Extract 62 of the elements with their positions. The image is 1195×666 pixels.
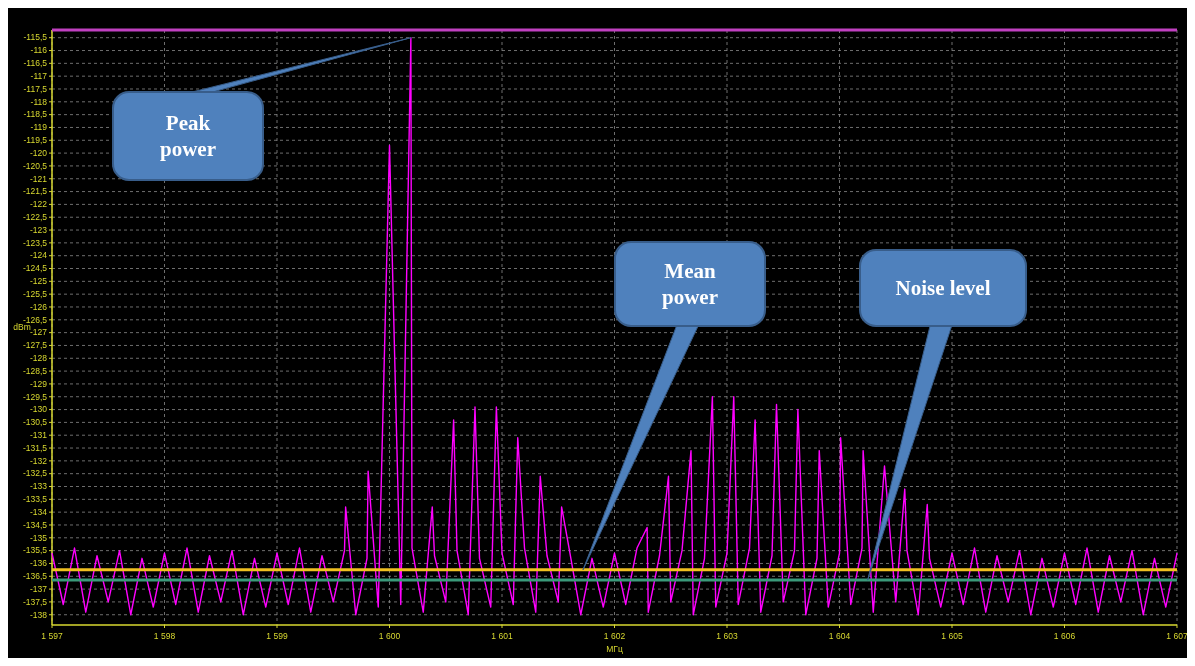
x-tick-label: 1 597 bbox=[41, 631, 63, 641]
y-tick-label: -131,5 bbox=[22, 442, 48, 453]
y-tick-label: -130,5 bbox=[22, 417, 48, 428]
y-tick-label: -116,5 bbox=[23, 58, 48, 69]
y-tick-label: -115,5 bbox=[23, 32, 48, 43]
y-tick-label: -132,5 bbox=[22, 468, 48, 479]
y-tick-label: -134 bbox=[29, 506, 48, 517]
x-tick-label: 1 606 bbox=[1053, 631, 1076, 641]
y-tick-label: -123,5 bbox=[22, 237, 48, 248]
y-tick-label: -120,5 bbox=[22, 160, 48, 171]
y-tick-label: -118,5 bbox=[23, 109, 48, 120]
x-tick-label: 1 602 bbox=[603, 631, 626, 641]
y-tick-label: -133,5 bbox=[22, 494, 48, 505]
x-axis-title: МГц bbox=[606, 644, 623, 654]
y-tick-label: -125 bbox=[29, 276, 48, 287]
y-tick-label: -127,5 bbox=[22, 340, 48, 351]
y-tick-label: -121 bbox=[29, 173, 48, 184]
y-tick-label: -120 bbox=[29, 147, 48, 158]
y-tick-label: -118 bbox=[30, 96, 48, 107]
y-axis-title: dBm bbox=[13, 322, 31, 333]
x-tick-label: 1 600 bbox=[378, 631, 401, 641]
y-tick-label: -137 bbox=[29, 583, 48, 594]
x-tick-label: 1 598 bbox=[153, 631, 176, 641]
y-tick-label: -119,5 bbox=[23, 135, 48, 146]
y-tick-label: -122 bbox=[29, 199, 48, 210]
y-tick-label: -129,5 bbox=[22, 391, 48, 402]
y-tick-label: -129 bbox=[29, 378, 48, 389]
y-tick-label: -121,5 bbox=[22, 186, 48, 197]
x-tick-label: 1 601 bbox=[491, 631, 513, 641]
y-tick-label: -124,5 bbox=[22, 263, 48, 274]
y-tick-label: -117,5 bbox=[23, 83, 48, 94]
line-series bbox=[51, 36, 1178, 616]
y-tick-label: -134,5 bbox=[22, 519, 48, 530]
y-tick-label: -122,5 bbox=[22, 212, 48, 223]
x-tick-label: 1 607 bbox=[1166, 631, 1188, 641]
y-tick-label: -126,5 bbox=[22, 314, 48, 325]
y-tick-label: -136,5 bbox=[22, 571, 48, 582]
y-tick-label: -132 bbox=[29, 455, 48, 466]
x-tick-label: 1 604 bbox=[828, 631, 851, 641]
y-tick-label: -131 bbox=[29, 430, 48, 441]
y-tick-label: -123 bbox=[29, 224, 48, 235]
annotation: Noise level bbox=[895, 276, 991, 301]
annotation: Peak power bbox=[160, 111, 216, 162]
y-tick-label: -138 bbox=[29, 609, 48, 620]
y-tick-label: -116 bbox=[30, 45, 48, 56]
annotation: Mean power bbox=[662, 259, 718, 310]
y-tick-label: -128,5 bbox=[22, 365, 48, 376]
y-tick-label: -130 bbox=[29, 404, 48, 415]
y-tick-label: -119 bbox=[30, 122, 48, 133]
x-tick-label: 1 605 bbox=[941, 631, 963, 641]
y-tick-label: -135,5 bbox=[22, 545, 48, 556]
y-tick-label: -125,5 bbox=[22, 288, 48, 299]
y-tick-label: -136 bbox=[29, 558, 48, 569]
x-tick-label: 1 599 bbox=[266, 631, 288, 641]
y-tick-label: -126 bbox=[29, 301, 48, 312]
y-tick-label: -135 bbox=[29, 532, 48, 543]
y-tick-label: -128 bbox=[29, 353, 48, 364]
y-tick-label: -124 bbox=[29, 250, 48, 261]
y-tick-label: -133 bbox=[29, 481, 48, 492]
y-tick-label: -117 bbox=[30, 70, 48, 81]
x-tick-label: 1 603 bbox=[716, 631, 738, 641]
y-tick-label: -137,5 bbox=[22, 596, 48, 607]
